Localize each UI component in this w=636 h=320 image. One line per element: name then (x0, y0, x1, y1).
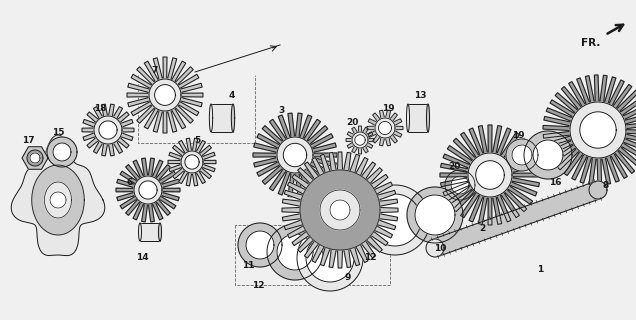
Polygon shape (53, 143, 71, 161)
Polygon shape (320, 190, 360, 230)
Text: 12: 12 (252, 281, 264, 290)
Polygon shape (277, 137, 313, 173)
Polygon shape (116, 158, 180, 222)
Polygon shape (369, 194, 421, 246)
Text: 2: 2 (479, 223, 485, 233)
Bar (408, 104, 428, 132)
Polygon shape (445, 170, 475, 200)
Polygon shape (570, 102, 626, 158)
Polygon shape (139, 181, 157, 199)
Polygon shape (155, 84, 176, 105)
Polygon shape (300, 170, 380, 250)
Polygon shape (375, 118, 395, 138)
Text: 1: 1 (537, 266, 543, 275)
Polygon shape (158, 223, 162, 241)
Text: 14: 14 (135, 253, 148, 262)
Polygon shape (533, 140, 563, 170)
Polygon shape (524, 131, 572, 179)
Polygon shape (282, 152, 398, 268)
Bar (408, 104, 428, 132)
Polygon shape (367, 110, 403, 146)
Polygon shape (432, 181, 601, 256)
Polygon shape (355, 135, 365, 145)
Text: 5: 5 (194, 135, 200, 145)
Text: 15: 15 (52, 127, 64, 137)
Polygon shape (47, 137, 77, 167)
Polygon shape (185, 155, 199, 169)
Polygon shape (346, 126, 374, 154)
Bar (140, 223, 160, 241)
Polygon shape (415, 195, 455, 235)
Polygon shape (360, 185, 430, 255)
Text: 18: 18 (93, 103, 106, 113)
Polygon shape (11, 135, 105, 256)
Polygon shape (82, 104, 134, 156)
Polygon shape (277, 234, 313, 270)
Polygon shape (468, 153, 512, 197)
Polygon shape (406, 104, 410, 132)
Polygon shape (306, 234, 354, 282)
Polygon shape (50, 192, 66, 208)
Polygon shape (246, 231, 274, 259)
Polygon shape (181, 151, 203, 173)
Polygon shape (45, 182, 71, 218)
Text: 6: 6 (127, 178, 133, 187)
Polygon shape (22, 147, 48, 169)
Polygon shape (589, 181, 607, 199)
Text: 13: 13 (414, 91, 426, 100)
Polygon shape (352, 132, 368, 148)
Polygon shape (580, 112, 616, 148)
Text: 16: 16 (549, 178, 561, 187)
Text: 19: 19 (512, 131, 524, 140)
Polygon shape (27, 150, 43, 166)
Text: FR.: FR. (581, 38, 600, 48)
Text: 10: 10 (434, 244, 446, 252)
Polygon shape (30, 153, 40, 163)
Polygon shape (238, 223, 282, 267)
Text: 12: 12 (364, 253, 377, 262)
Text: 20: 20 (448, 162, 460, 171)
Polygon shape (476, 161, 504, 189)
Text: 3: 3 (279, 106, 285, 115)
Polygon shape (232, 104, 235, 132)
Text: 7: 7 (152, 66, 158, 75)
Polygon shape (543, 75, 636, 185)
Polygon shape (253, 113, 337, 197)
Polygon shape (451, 176, 469, 194)
Polygon shape (407, 187, 463, 243)
Polygon shape (297, 225, 363, 291)
Polygon shape (426, 239, 444, 257)
Polygon shape (149, 79, 181, 111)
Bar (211, 104, 233, 132)
Polygon shape (127, 57, 203, 133)
Polygon shape (330, 200, 350, 220)
Text: 8: 8 (603, 180, 609, 189)
Text: 19: 19 (382, 103, 394, 113)
Polygon shape (283, 143, 307, 167)
Polygon shape (512, 145, 532, 165)
Text: 20: 20 (346, 117, 358, 126)
Text: 17: 17 (22, 135, 34, 145)
Polygon shape (378, 122, 392, 134)
Polygon shape (427, 104, 429, 132)
Bar (140, 223, 160, 241)
Polygon shape (209, 104, 212, 132)
Polygon shape (32, 165, 84, 235)
Polygon shape (139, 223, 141, 241)
Polygon shape (134, 176, 162, 204)
Polygon shape (267, 224, 323, 280)
Polygon shape (168, 138, 216, 186)
Polygon shape (99, 121, 117, 139)
Polygon shape (440, 125, 540, 225)
Text: 4: 4 (229, 91, 235, 100)
Text: 11: 11 (242, 260, 254, 269)
Text: 9: 9 (345, 274, 351, 283)
Bar (211, 104, 233, 132)
Polygon shape (506, 139, 538, 171)
Polygon shape (94, 116, 122, 144)
